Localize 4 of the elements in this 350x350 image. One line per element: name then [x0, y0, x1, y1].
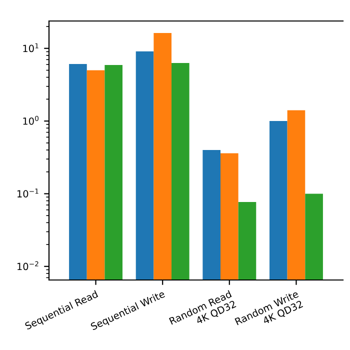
y-tick-label: 10$^{−2}$: [18, 261, 38, 270]
y-tick-label: 10$^{1}$: [23, 43, 38, 52]
y-tick-label: 10$^{0}$: [23, 116, 39, 125]
y-tick-label: 10$^{−1}$: [18, 188, 38, 198]
